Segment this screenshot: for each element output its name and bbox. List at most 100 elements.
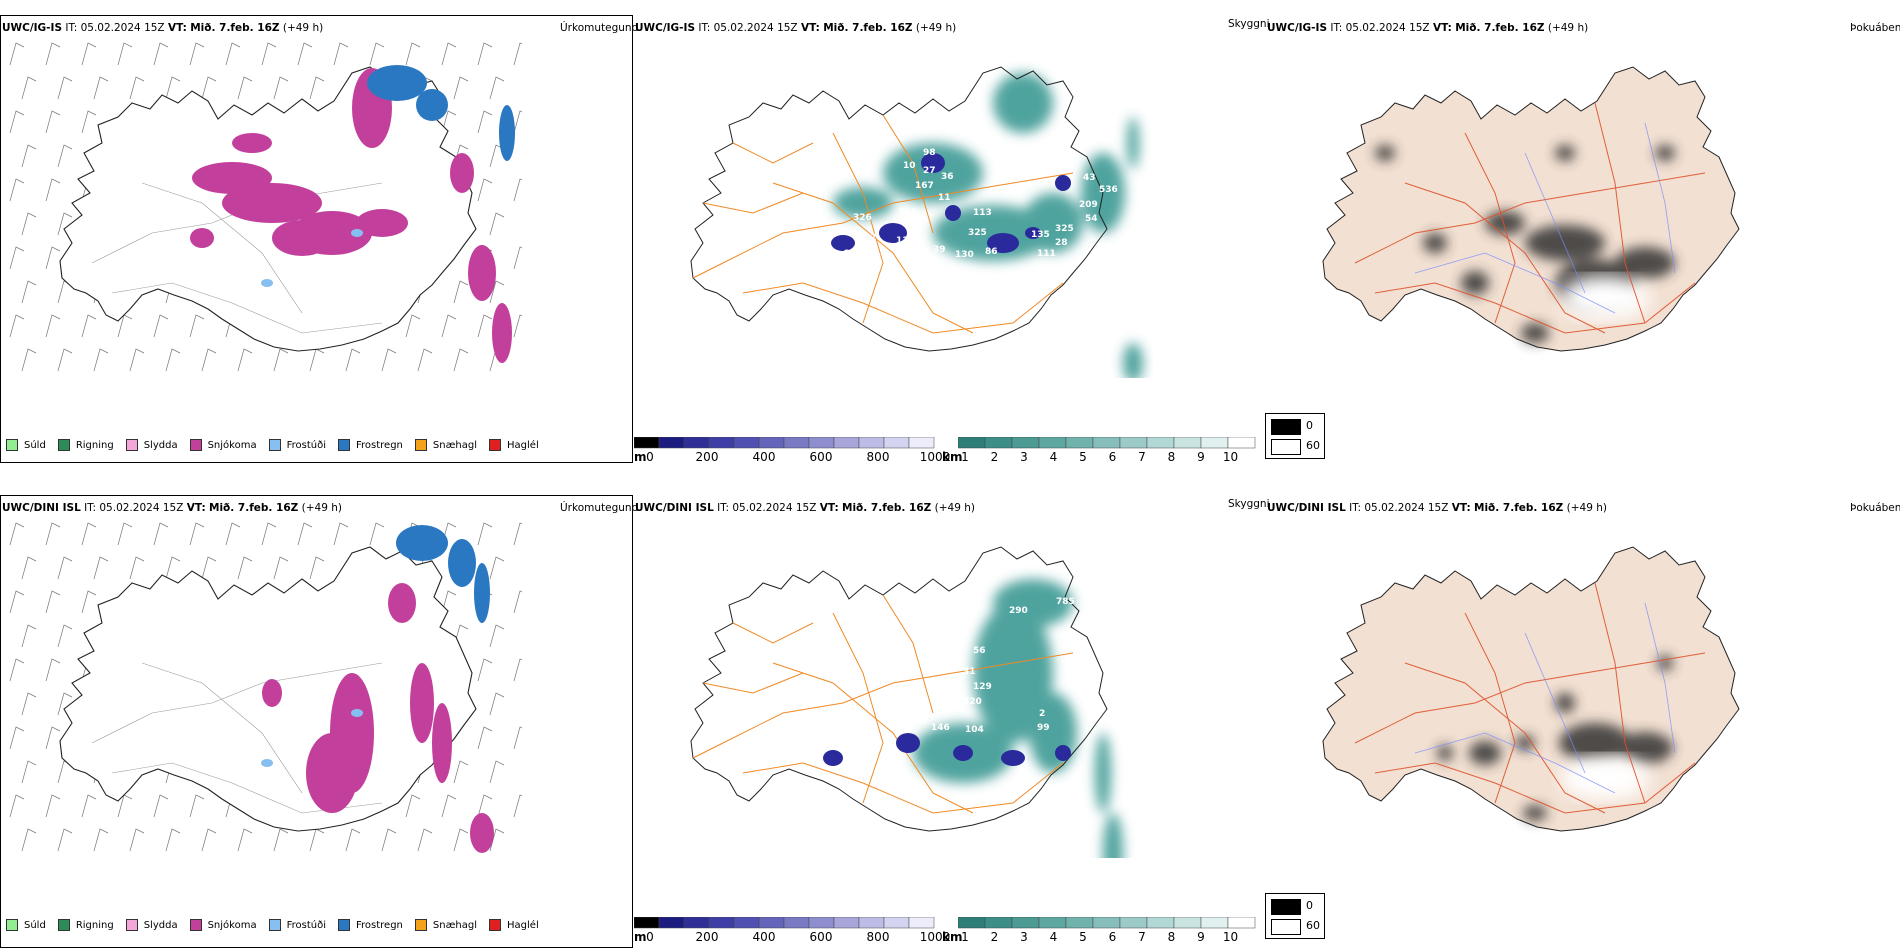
it-value: 05.02.2024 15Z <box>99 502 184 514</box>
legend-item: Súld <box>6 919 46 931</box>
visibility-value: 318 <box>898 208 917 218</box>
precip-legend: Súld Rigning Slydda Snjókoma Frostúði Frostre… <box>6 439 551 451</box>
model-name: UWC/IG-IS <box>1267 22 1328 34</box>
visibility-value: 113 <box>973 208 992 218</box>
ceiling-tick: 0 <box>646 450 654 464</box>
legend-item: Frostúði <box>268 439 326 451</box>
legend-swatch <box>57 439 70 451</box>
legend-label: Frostregn <box>356 919 403 931</box>
legend-swatch <box>489 439 502 451</box>
visibility-unit: km <box>942 930 963 944</box>
model-name: UWC/IG-IS <box>635 22 696 34</box>
it-label: IT: <box>65 22 78 34</box>
legend-label: Haglél <box>507 919 539 931</box>
vt-label: VT: <box>1432 22 1452 34</box>
visibility-unit: km <box>942 450 963 464</box>
it-label: IT: <box>1349 502 1362 514</box>
visibility-tick: 5 <box>1079 450 1087 464</box>
legend-label: Rigning <box>75 919 114 931</box>
visibility-value: 2 <box>1039 709 1046 719</box>
map-fog <box>1265 513 1785 863</box>
vt-value: Mið. 7.feb. 16Z <box>1474 502 1564 514</box>
visibility-tick: 5 <box>1079 930 1087 944</box>
vt-label: VT: <box>186 502 206 514</box>
panel-header: UWC/IG-IS IT: 05.02.2024 15Z VT: Mið. 7.… <box>2 22 323 34</box>
ceiling-tick: 200 <box>695 930 719 944</box>
visibility-value: 108 <box>898 708 917 718</box>
visibility-value: 146 <box>931 723 950 733</box>
visibility-tick: 1 <box>961 450 969 464</box>
visibility-value: 102 <box>858 233 877 243</box>
fog-label-low: 0 <box>1306 419 1313 432</box>
legend-item: Frostregn <box>338 439 403 451</box>
visibility-colorbar <box>958 437 1256 449</box>
legend-label: Frostúði <box>286 919 326 931</box>
visibility-value: 54 <box>1085 214 1098 224</box>
legend-swatch <box>338 919 350 931</box>
fog-swatch-dark <box>1271 419 1301 435</box>
visibility-tick: 2 <box>990 450 999 464</box>
it-label: IT: <box>698 22 711 34</box>
panel-header: UWC/IG-IS IT: 05.02.2024 15Z VT: Mið. 7.… <box>635 22 956 34</box>
fog-swatch-light <box>1271 919 1301 935</box>
visibility-tick: 6 <box>1108 930 1117 944</box>
visibility-tick: 3 <box>1020 930 1028 944</box>
panel-header: UWC/IG-IS IT: 05.02.2024 15Z VT: Mið. 7.… <box>1267 22 1588 34</box>
model-name: UWC/DINI ISL <box>2 502 81 514</box>
legend-item: Súld <box>6 439 46 451</box>
visibility-value: 10 <box>903 161 916 171</box>
legend-item: Snjókoma <box>189 439 257 451</box>
map-svg <box>9 42 541 372</box>
visibility-value: 11 <box>938 193 951 203</box>
precip-frame <box>0 15 633 463</box>
legend-item: Frostregn <box>338 919 403 931</box>
it-label: IT: <box>1330 22 1343 34</box>
it-value: 05.02.2024 15Z <box>1364 502 1449 514</box>
legend-label: Haglél <box>507 439 539 451</box>
visibility-value: 86 <box>985 247 998 257</box>
it-label: IT: <box>84 502 97 514</box>
map-svg <box>9 522 541 933</box>
visibility-value: 326 <box>853 213 872 223</box>
visibility-tick: 10 <box>1222 930 1239 944</box>
panel-title: Skyggni <box>1228 498 1270 510</box>
vt-value: Mið. 7.feb. 16Z <box>190 22 280 34</box>
fog-swatch-light <box>1271 439 1301 455</box>
visibility-value: 10 <box>876 253 889 263</box>
vt-label: VT: <box>167 22 187 34</box>
ceiling-tick: 0 <box>646 930 654 944</box>
vt-label: VT: <box>819 502 839 514</box>
lead-time: (+49 h) <box>1547 22 1589 34</box>
lead-time: (+49 h) <box>282 22 324 34</box>
panel-title: Skyggni <box>1228 18 1270 30</box>
legend-item: Snjókoma <box>189 919 257 931</box>
ceiling-tick: 600 <box>809 450 833 464</box>
fog-label-high: 60 <box>1306 439 1320 452</box>
legend-label: Snjókoma <box>207 439 257 451</box>
visibility-colorbar <box>958 917 1256 929</box>
visibility-tick: 6 <box>1108 450 1117 464</box>
legend-label: Slydda <box>143 439 178 451</box>
visibility-tick: 8 <box>1167 930 1176 944</box>
lead-time: (+49 h) <box>1566 502 1607 514</box>
it-value: 05.02.2024 15Z <box>732 502 817 514</box>
legend-swatch <box>57 919 70 931</box>
fog-legend: 0 60 <box>1265 413 1325 459</box>
visibility-value: 113 <box>896 236 915 246</box>
legend-swatch <box>6 919 18 931</box>
visibility-tick: 9 <box>1197 930 1205 944</box>
map-vis <box>633 513 1153 950</box>
legend-label: Snæhagl <box>432 919 478 931</box>
visibility-value: 536 <box>1099 185 1118 195</box>
visibility-value: 98 <box>923 148 936 158</box>
fog-legend: 0 60 <box>1265 893 1325 939</box>
visibility-tick: 10 <box>1222 450 1239 464</box>
panel-title: Úrkomutegund <box>560 502 639 514</box>
ceiling-tick: 400 <box>752 930 776 944</box>
visibility-value: 58 <box>914 716 927 726</box>
legend-label: Súld <box>24 439 46 451</box>
legend-label: Súld <box>24 919 46 931</box>
ceiling-tick: 600 <box>809 930 833 944</box>
visibility-value: 28 <box>1055 238 1068 248</box>
legend-item: Rigning <box>57 439 114 451</box>
